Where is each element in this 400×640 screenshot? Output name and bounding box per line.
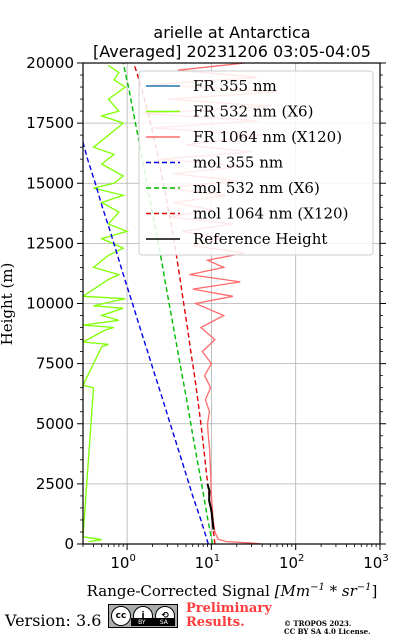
series-line-5 (133, 63, 216, 544)
x-tick-exponent: 1 (214, 553, 220, 564)
legend-label-1: FR 532 nm (X6) (193, 103, 313, 121)
legend-box (138, 70, 374, 256)
x-axis-label-mid: * sr (325, 582, 358, 600)
x-tick-label: 100 (110, 553, 135, 572)
chart-title: arielle at Antarctica (153, 23, 310, 42)
cc-by-text: BY (138, 618, 146, 626)
x-tick-base: 10 (279, 554, 298, 572)
preliminary-notice: Preliminary Results. (186, 602, 272, 630)
version-label: Version: 3.6 (5, 611, 102, 630)
copyright-notice: © TROPOS 2023. CC BY SA 4.0 License. (284, 620, 371, 636)
legend-label-2: FR 1064 nm (X120) (193, 128, 342, 146)
x-axis-label-end: ] (372, 582, 378, 600)
y-tick-label: 17500 (26, 114, 74, 132)
legend: FR 355 nm FR 532 nm (X6) FR 1064 nm (X120)… (138, 70, 374, 256)
x-axis-label-sup1: −1 (310, 582, 325, 593)
x-axis-label-prefix: Range-Corrected Signal (87, 582, 275, 600)
y-tick-label: 7500 (36, 355, 74, 373)
legend-label-5: mol 1064 nm (X120) (193, 205, 348, 223)
x-axis-label-sup2: −1 (357, 582, 372, 593)
series-line-4 (122, 63, 214, 544)
x-tick-label: 102 (279, 553, 304, 572)
axis-ticks: 100 101 102 1030250050007500100001250015000… (26, 54, 388, 572)
legend-label-6: Reference Height (193, 230, 327, 248)
y-axis-label: Height (m) (0, 263, 16, 346)
x-tick-label: 101 (195, 553, 220, 572)
series-line-6 (206, 483, 215, 530)
y-tick-label: 15000 (26, 174, 74, 192)
x-tick-base: 10 (195, 554, 214, 572)
y-tick-label: 0 (64, 535, 74, 553)
x-tick-exponent: 0 (129, 553, 135, 564)
copyright-line-2: CC BY SA 4.0 License. (284, 627, 371, 636)
y-tick-label: 5000 (36, 415, 74, 433)
cc-sa-text: SA (159, 618, 168, 626)
legend-label-0: FR 355 nm (193, 77, 277, 95)
y-tick-label: 12500 (26, 234, 74, 252)
copyright-line-1: © TROPOS 2023. (284, 619, 352, 628)
x-tick-base: 10 (363, 554, 382, 572)
legend-label-4: mol 532 nm (X6) (193, 179, 320, 197)
x-tick-label: 103 (363, 553, 388, 572)
x-tick-exponent: 3 (382, 553, 388, 564)
legend-label-3: mol 355 nm (193, 154, 283, 172)
y-tick-label: 20000 (26, 54, 74, 72)
preliminary-line-1: Preliminary (186, 601, 272, 616)
cc-license-badge: cc i ⟲ BY SA (108, 604, 178, 628)
y-tick-label: 10000 (26, 295, 74, 313)
preliminary-line-2: Results. (186, 615, 245, 630)
x-tick-exponent: 2 (298, 553, 304, 564)
cc-icon: cc (111, 606, 131, 626)
x-axis-label: Range-Corrected Signal [Mm−1 * sr−1] (87, 582, 378, 600)
x-axis-label-unit: [Mm (275, 582, 310, 600)
y-tick-label: 2500 (36, 475, 74, 493)
cc-badge-bar: BY SA (131, 618, 175, 626)
chart-subtitle: [Averaged] 20231206 03:05-04:05 (93, 42, 371, 61)
x-tick-base: 10 (110, 554, 129, 572)
